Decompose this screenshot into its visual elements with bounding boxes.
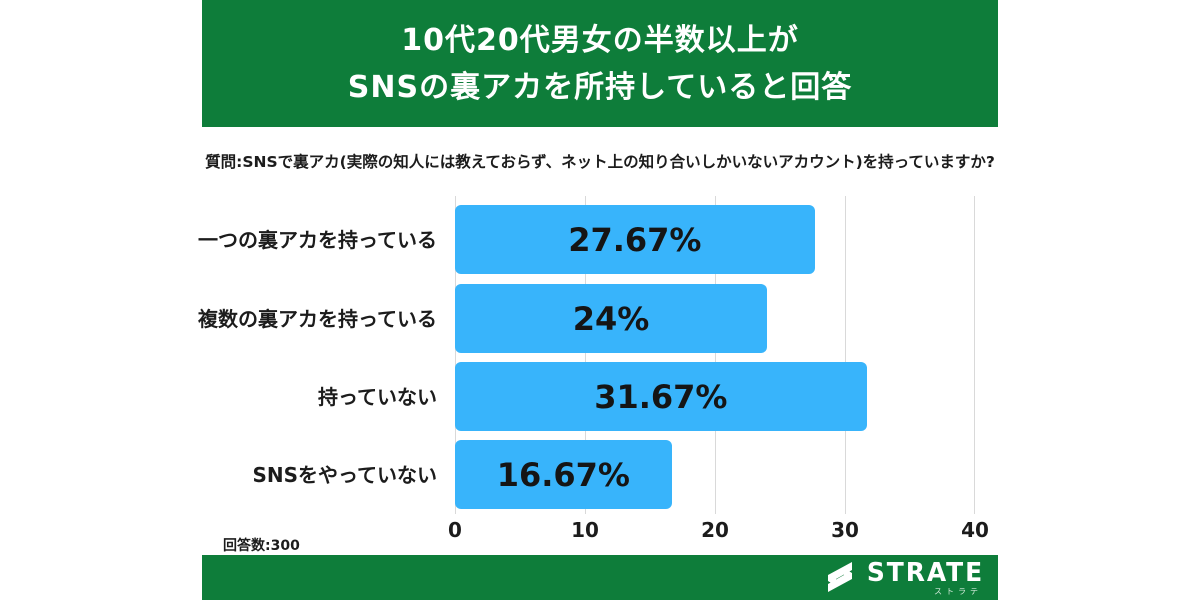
- category-label-multiple-accounts: 複数の裏アカを持っている: [198, 307, 437, 331]
- bar-value-label: 16.67%: [496, 455, 630, 494]
- x-tick-0: 0: [448, 518, 462, 542]
- brand-kana: ストラテ: [934, 586, 982, 596]
- gridline-20: [715, 196, 716, 514]
- main-title-line-1: 10代20代男女の半数以上が: [401, 22, 799, 58]
- bar-no-sns: 16.67%: [455, 440, 672, 509]
- bar-value-label: 24%: [572, 299, 650, 338]
- x-tick-20: 20: [701, 518, 729, 542]
- category-label-one-account: 一つの裏アカを持っている: [198, 228, 437, 252]
- x-tick-10: 10: [571, 518, 599, 542]
- bar-value-label: 31.67%: [594, 377, 728, 416]
- bar-one-account: 27.67%: [455, 205, 815, 274]
- footer-band: STRATE ストラテ: [202, 555, 998, 600]
- bar-none: 31.67%: [455, 362, 867, 431]
- brand-name: STRATE: [866, 557, 984, 588]
- main-title-line-2: SNSの裏アカを所持していると回答: [347, 69, 853, 105]
- bar-multiple-accounts: 24%: [455, 284, 767, 353]
- respondent-count: 回答数:300: [223, 538, 300, 554]
- category-label-none: 持っていない: [318, 385, 437, 409]
- gridline-10: [585, 196, 586, 514]
- header-band: 10代20代男女の半数以上が SNSの裏アカを所持していると回答: [202, 0, 998, 127]
- strate-logo-icon: [827, 561, 852, 592]
- bar-value-label: 27.67%: [568, 220, 702, 259]
- x-tick-40: 40: [961, 518, 989, 542]
- gridline-30: [845, 196, 846, 514]
- x-tick-30: 30: [831, 518, 859, 542]
- gridline-0: [455, 196, 456, 514]
- brand-text: STRATE ストラテ: [862, 560, 984, 596]
- gridline-40: [974, 196, 975, 514]
- brand-logo: STRATE ストラテ: [825, 555, 984, 600]
- survey-question: 質問:SNSで裏アカ(実際の知人には教えておらず、ネット上の知り合いしかいないア…: [205, 153, 995, 171]
- bar-chart-plot: 27.67% 24% 31.67% 16.67%: [455, 196, 975, 514]
- category-label-no-sns: SNSをやっていない: [252, 463, 437, 487]
